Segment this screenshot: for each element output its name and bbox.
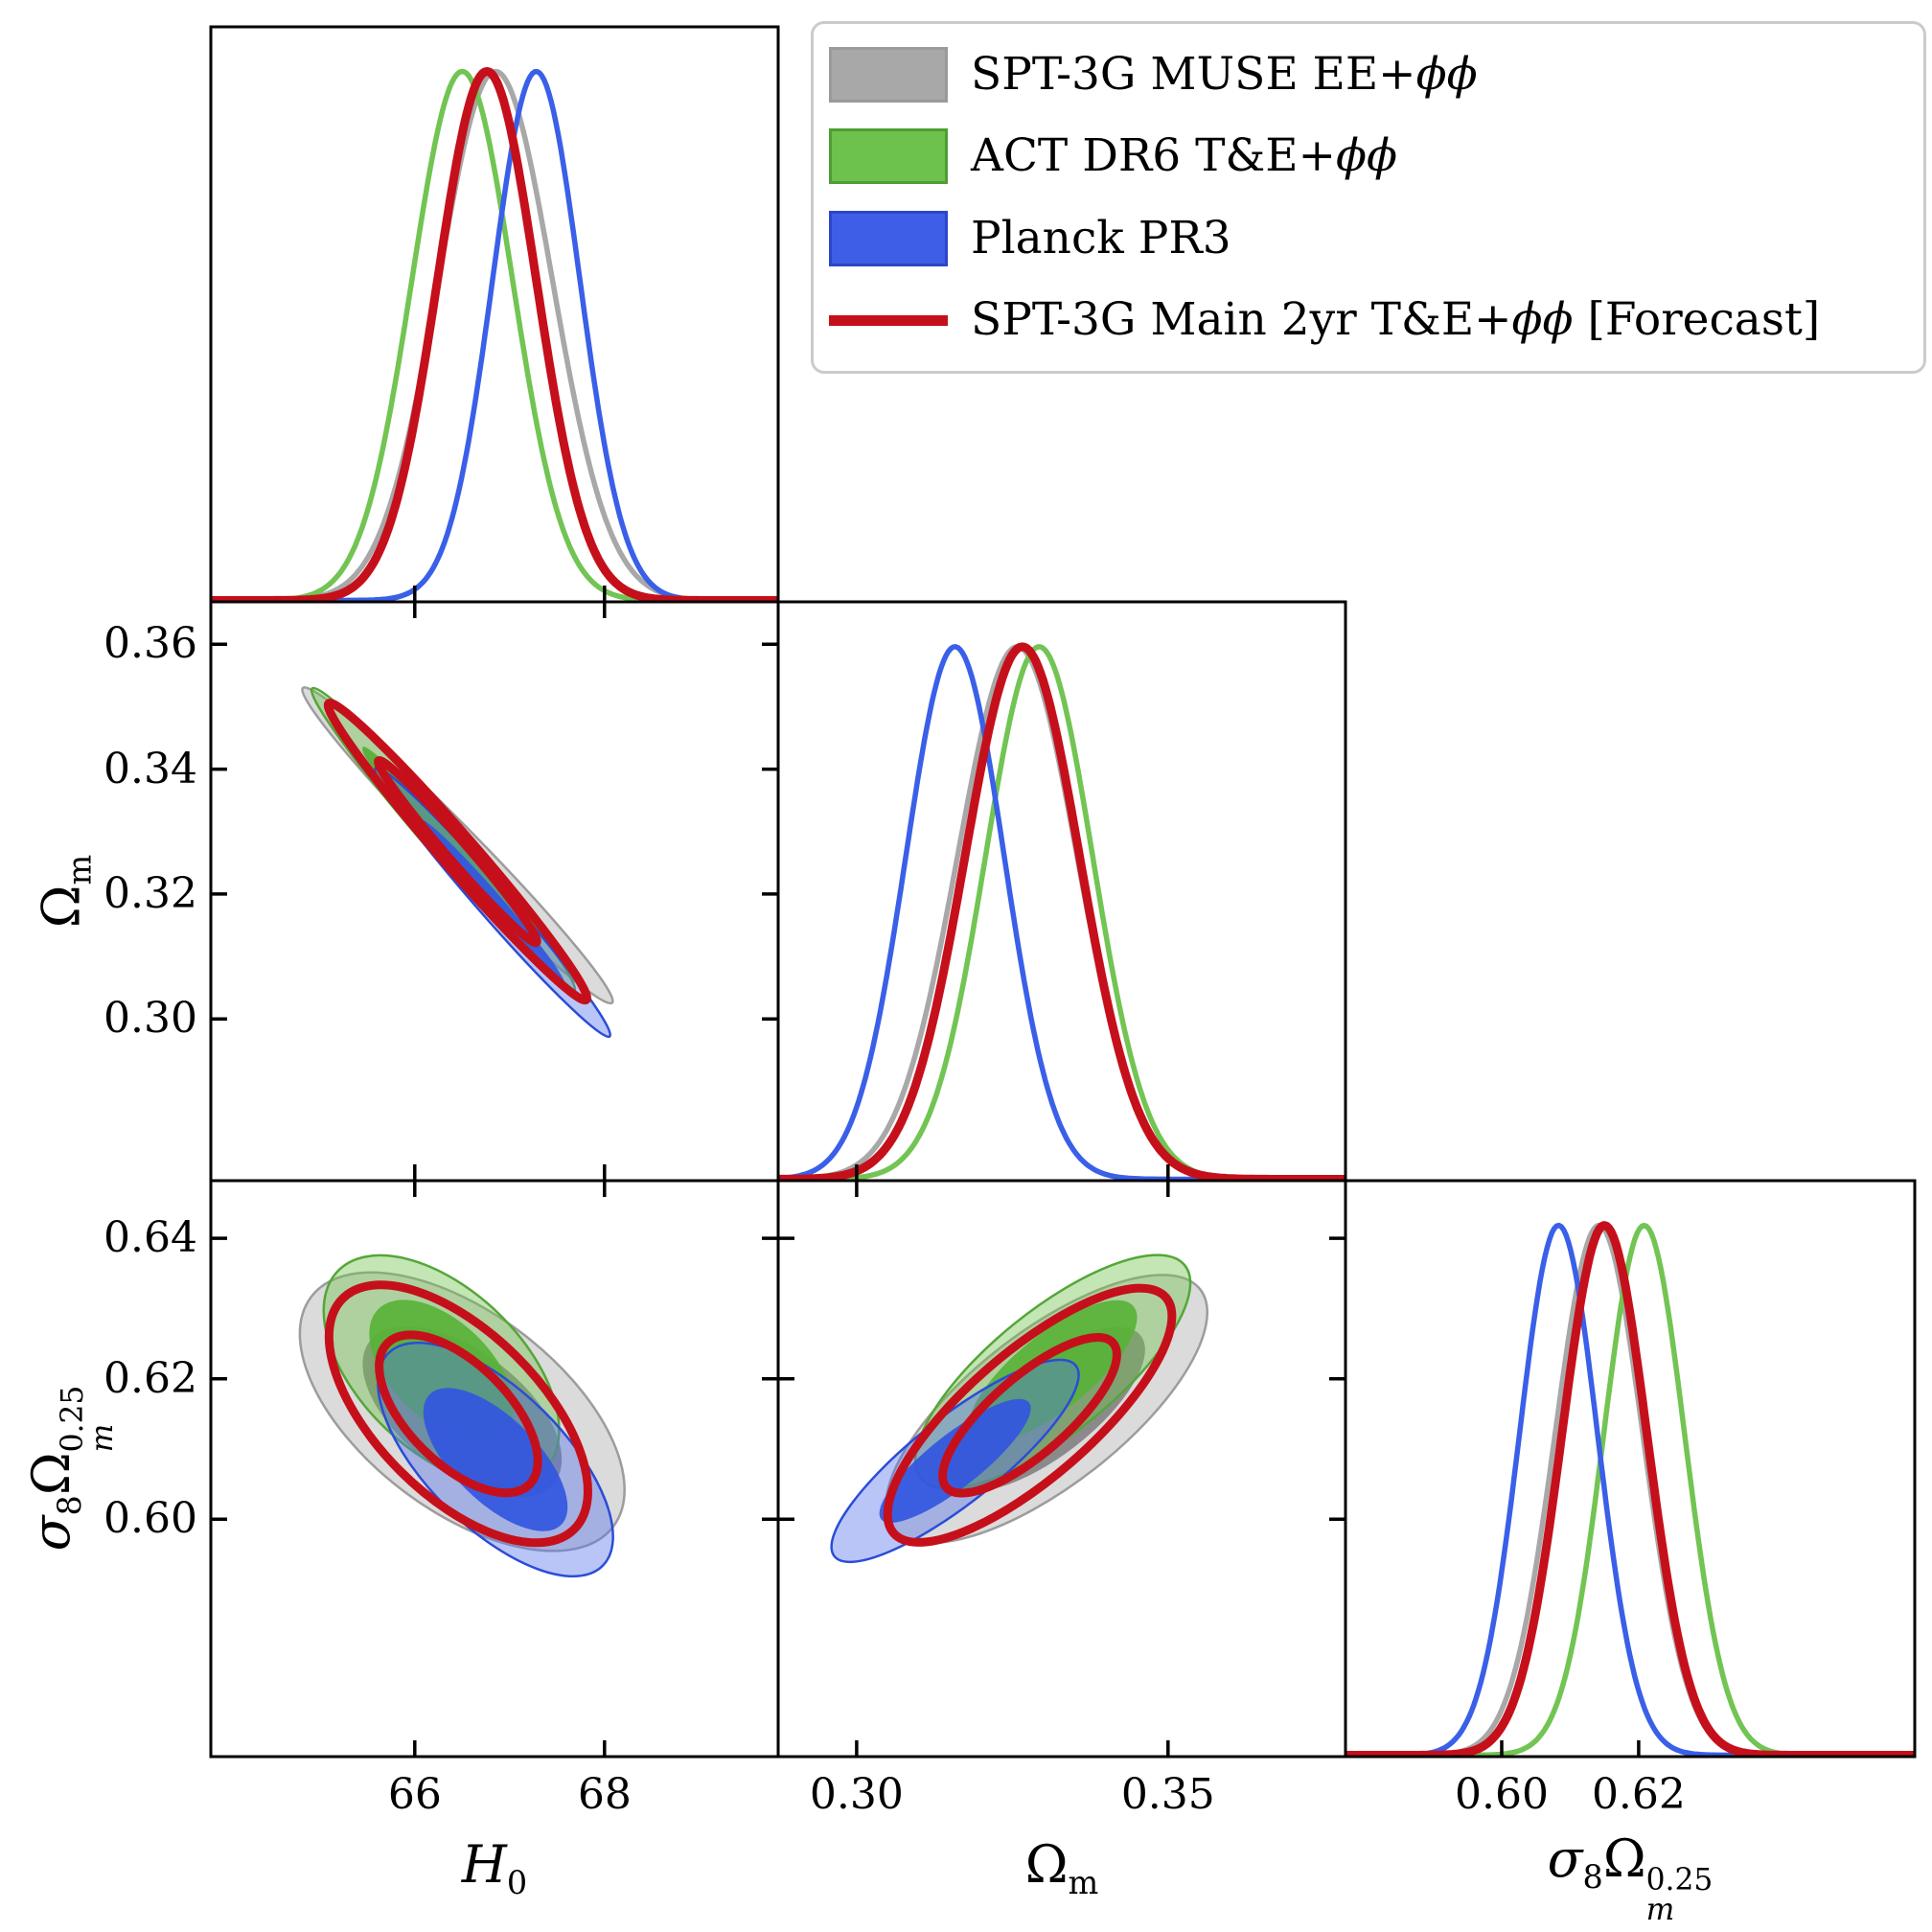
- contour-outer-spt2yr: [323, 699, 591, 1005]
- contour-outer-spt2yr: [324, 1280, 592, 1548]
- legend-marker-patch-icon: [829, 128, 948, 185]
- legend-item-spt2yr: SPT-3G Main 2yr T&E+ϕϕ [Forecast]: [814, 280, 1923, 362]
- y-axis-title-omega-m: Ωm: [31, 854, 99, 929]
- contour-outer-spt2yr: [883, 1283, 1177, 1547]
- tick-label: 0.62: [1591, 1770, 1686, 1819]
- axis-ticks-panel-om-1d: [855, 1164, 1170, 1181]
- legend-swatch: [829, 210, 948, 266]
- contour-inner-planck: [423, 1388, 568, 1531]
- legend-swatch: [829, 46, 948, 103]
- x-axis-title-h0: H0: [461, 1834, 528, 1901]
- x-axis-title-omega-m: Ωm: [1024, 1834, 1099, 1901]
- panel-h0-om: [211, 602, 778, 1181]
- tick-label: 0.35: [1120, 1770, 1215, 1819]
- panel-h0-s8: [211, 1181, 778, 1757]
- tick-label: 0.34: [104, 744, 197, 794]
- legend-item-act: ACT DR6 T&E+ϕϕ: [814, 116, 1923, 198]
- contour-inner-spt2yr: [374, 756, 541, 948]
- legend-label: SPT-3G MUSE EE+ϕϕ: [971, 47, 1478, 101]
- axis-ticks-panel-h0-s8: [211, 1181, 778, 1757]
- tick-label: 0.32: [104, 868, 197, 918]
- panel-s8-1d: [1346, 1181, 1915, 1757]
- axis-ticks-panel-h0-1d: [413, 586, 607, 602]
- legend-marker-patch-icon: [829, 210, 948, 266]
- tick-label: 0.36: [104, 619, 197, 669]
- panel-om-1d: [778, 602, 1346, 1181]
- legend-item-planck: Planck PR3: [814, 197, 1923, 280]
- legend-swatch: [829, 128, 948, 185]
- panel-om-s8: [778, 1181, 1346, 1757]
- tick-label: 0.30: [809, 1770, 904, 1819]
- contour-inner-spt2yr: [375, 1330, 542, 1498]
- tick-label: 0.60: [1454, 1770, 1549, 1819]
- tick-label: 0.62: [104, 1353, 197, 1403]
- tick-label: 0.30: [104, 994, 197, 1044]
- axis-ticks-panel-om-s8: [778, 1181, 1346, 1757]
- tick-label: 0.64: [104, 1213, 197, 1263]
- panel-h0-1d: [211, 27, 778, 602]
- contour-inner-planck: [879, 1398, 1031, 1524]
- tick-label: 68: [577, 1770, 632, 1819]
- tick-label: 66: [387, 1770, 442, 1819]
- tick-label: 0.60: [104, 1494, 197, 1544]
- marginal-curve-spt2yr: [211, 67, 778, 602]
- legend-label: ACT DR6 T&E+ϕϕ: [971, 129, 1398, 183]
- marginal-curve-spt2yr: [778, 642, 1346, 1181]
- legend-label: Planck PR3: [971, 211, 1231, 264]
- legend: SPT-3G MUSE EE+ϕϕ ACT DR6 T&E+ϕϕ Planck PR…: [811, 21, 1926, 374]
- legend-swatch: [829, 314, 948, 326]
- legend-marker-patch-icon: [829, 46, 948, 103]
- contour-inner-spt2yr: [938, 1333, 1121, 1498]
- y-axis-title-sigma8: σ8Ω 0.25 m: [21, 1385, 121, 1552]
- legend-item-muse: SPT-3G MUSE EE+ϕϕ: [814, 34, 1923, 116]
- axis-ticks-panel-s8-1d: [1500, 1740, 1641, 1757]
- panel-background: [211, 27, 778, 602]
- legend-label: SPT-3G Main 2yr T&E+ϕϕ [Forecast]: [971, 293, 1821, 347]
- x-axis-title-sigma8: σ8Ω 0.25 m: [1547, 1828, 1714, 1928]
- axis-ticks-panel-h0-om: [211, 602, 778, 1181]
- legend-marker-line-icon: [829, 314, 948, 326]
- panel-border: [1344, 1179, 1917, 1759]
